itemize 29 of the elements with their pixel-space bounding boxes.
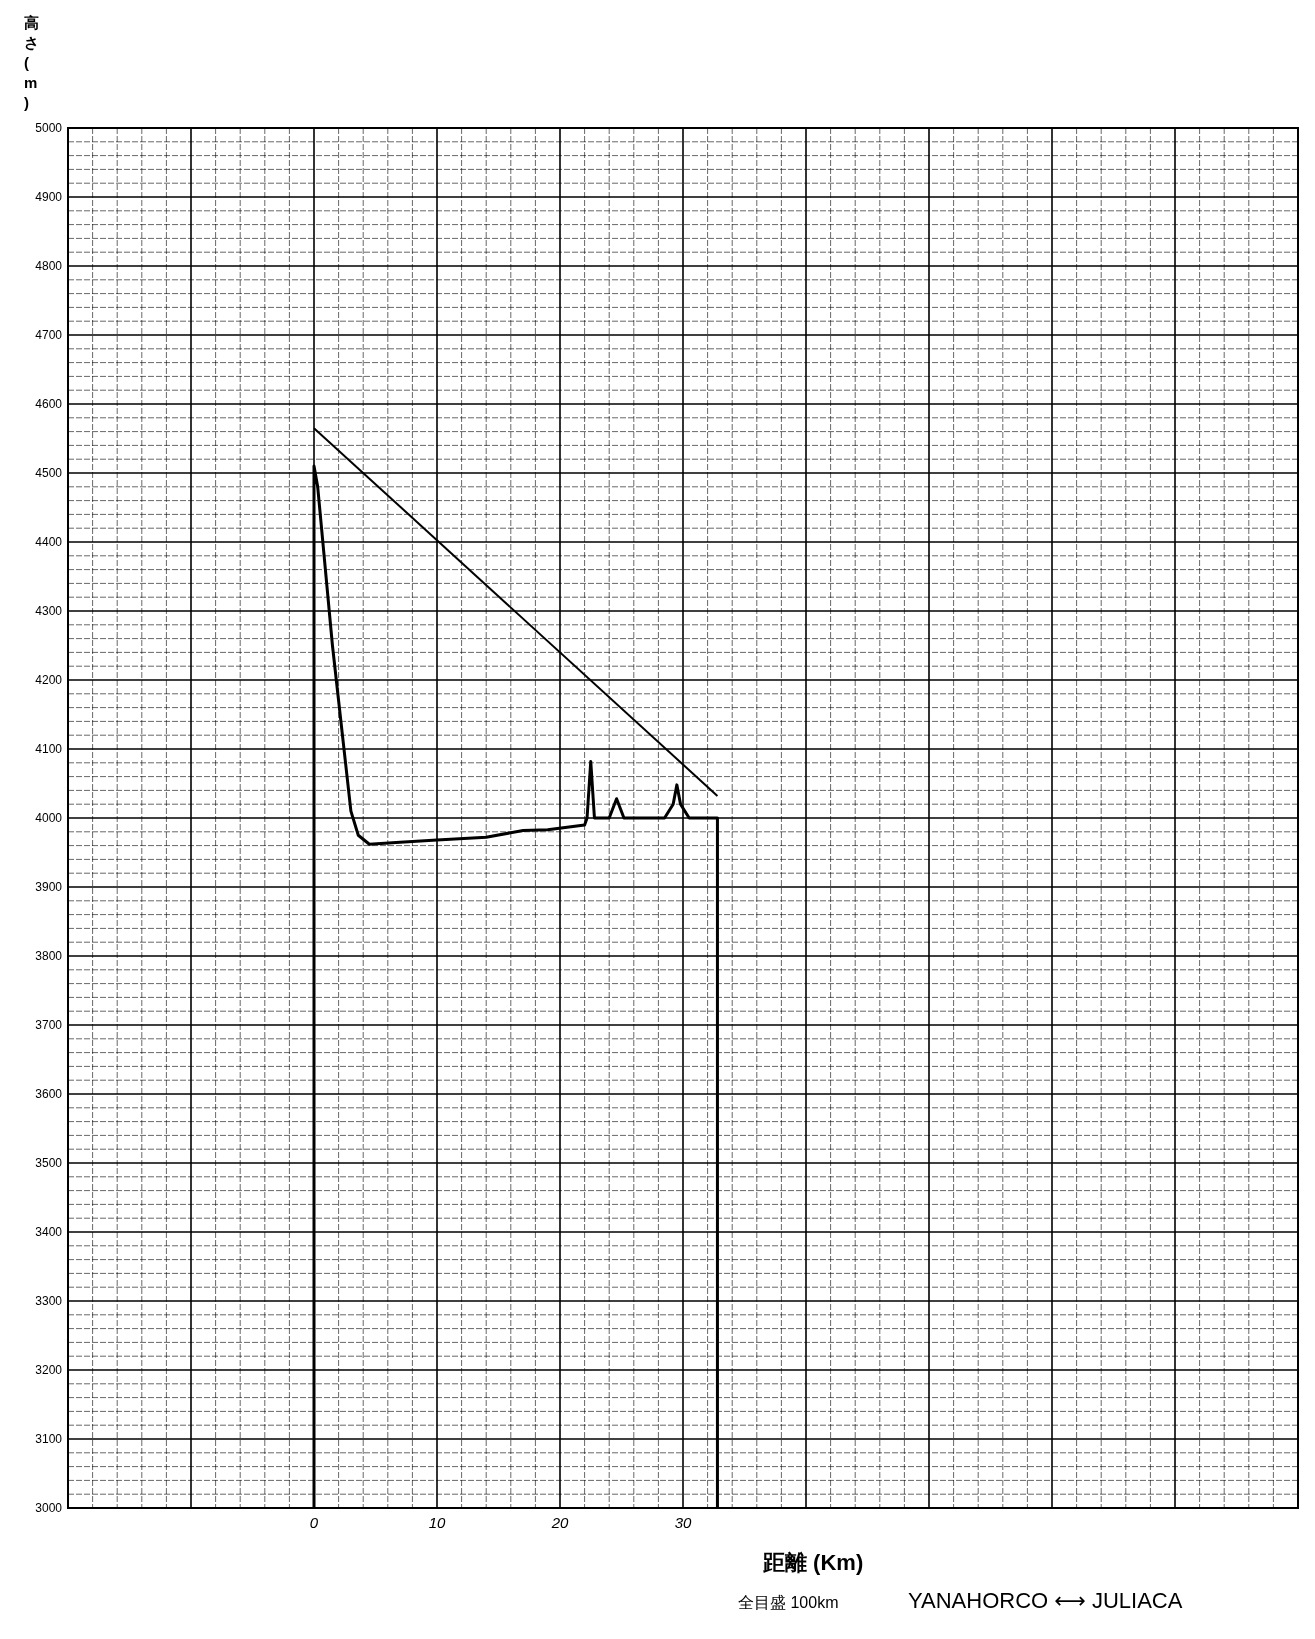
y-tick-label: 5000 [35, 121, 63, 135]
x-tick-label: 10 [428, 1514, 446, 1531]
x-tick-label: 20 [550, 1514, 569, 1531]
y-tick-label: 3600 [35, 1087, 63, 1101]
x-tick-label: 30 [674, 1514, 692, 1531]
y-tick-label: 4800 [35, 259, 63, 273]
y-tick-label: 3400 [35, 1225, 63, 1239]
y-tick-label: 4400 [35, 535, 63, 549]
y-tick-label: 3500 [35, 1156, 63, 1170]
y-tick-label: 4900 [35, 190, 63, 204]
y-tick-label: 3900 [35, 880, 63, 894]
x-axis-title: 距離 (Km) [762, 1550, 864, 1575]
y-tick-label: 4600 [35, 397, 63, 411]
y-tick-label: 4700 [35, 328, 63, 342]
y-tick-label: 3000 [35, 1501, 63, 1515]
y-tick-label: 4500 [35, 466, 63, 480]
y-axis-title: 高さ(m) [24, 14, 39, 111]
y-tick-label: 3800 [35, 949, 63, 963]
text: YANAHORCO ⟷ JULIACA [908, 1588, 1183, 1613]
y-tick-label: 4200 [35, 673, 63, 687]
text: 全目盛 100km [738, 1594, 839, 1611]
y-tick-label: 3700 [35, 1018, 63, 1032]
y-tick-label: 3300 [35, 1294, 63, 1308]
y-tick-label: 3100 [35, 1432, 63, 1446]
y-tick-label: 4100 [35, 742, 63, 756]
y-tick-label: 4300 [35, 604, 63, 618]
y-tick-label: 3200 [35, 1363, 63, 1377]
x-tick-label: 0 [309, 1514, 319, 1531]
y-tick-label: 4000 [35, 811, 63, 825]
